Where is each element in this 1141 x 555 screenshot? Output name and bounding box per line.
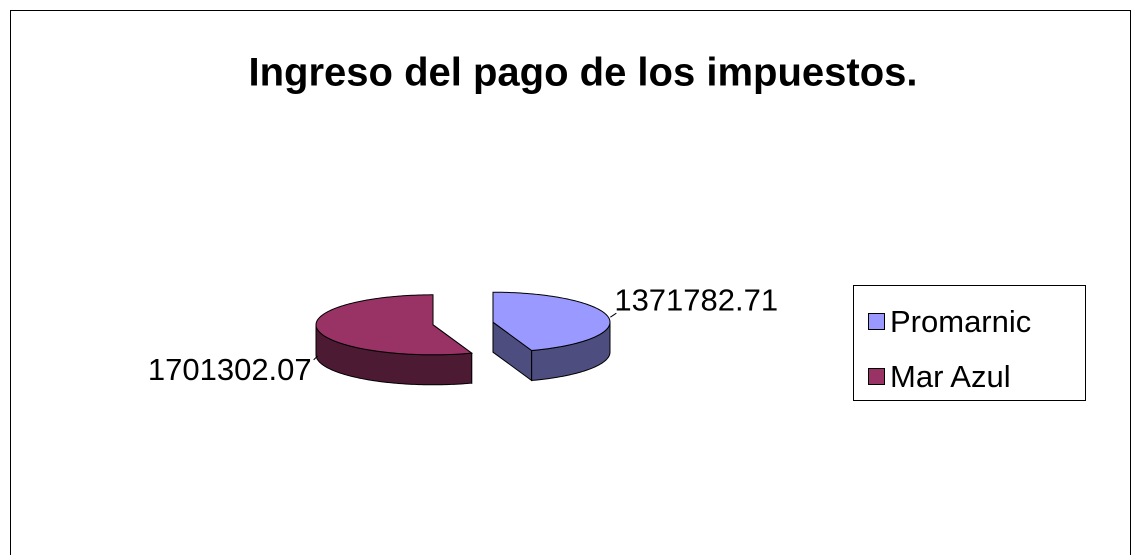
data-label: 1701302.07 <box>148 352 312 387</box>
legend-label: Mar Azul <box>890 359 1011 394</box>
data-label: 1371782.71 <box>614 282 778 317</box>
legend-swatch <box>868 313 885 330</box>
slice <box>492 291 611 352</box>
chart-title: Ingreso del pago de los impuestos. <box>248 51 917 95</box>
leader-line <box>610 312 617 318</box>
legend-swatch <box>868 368 885 385</box>
leader-line <box>313 355 319 361</box>
legend-box <box>853 285 1086 401</box>
legend-label: Promarnic <box>890 304 1031 339</box>
chart-frame <box>10 10 1131 555</box>
slice <box>315 294 474 356</box>
